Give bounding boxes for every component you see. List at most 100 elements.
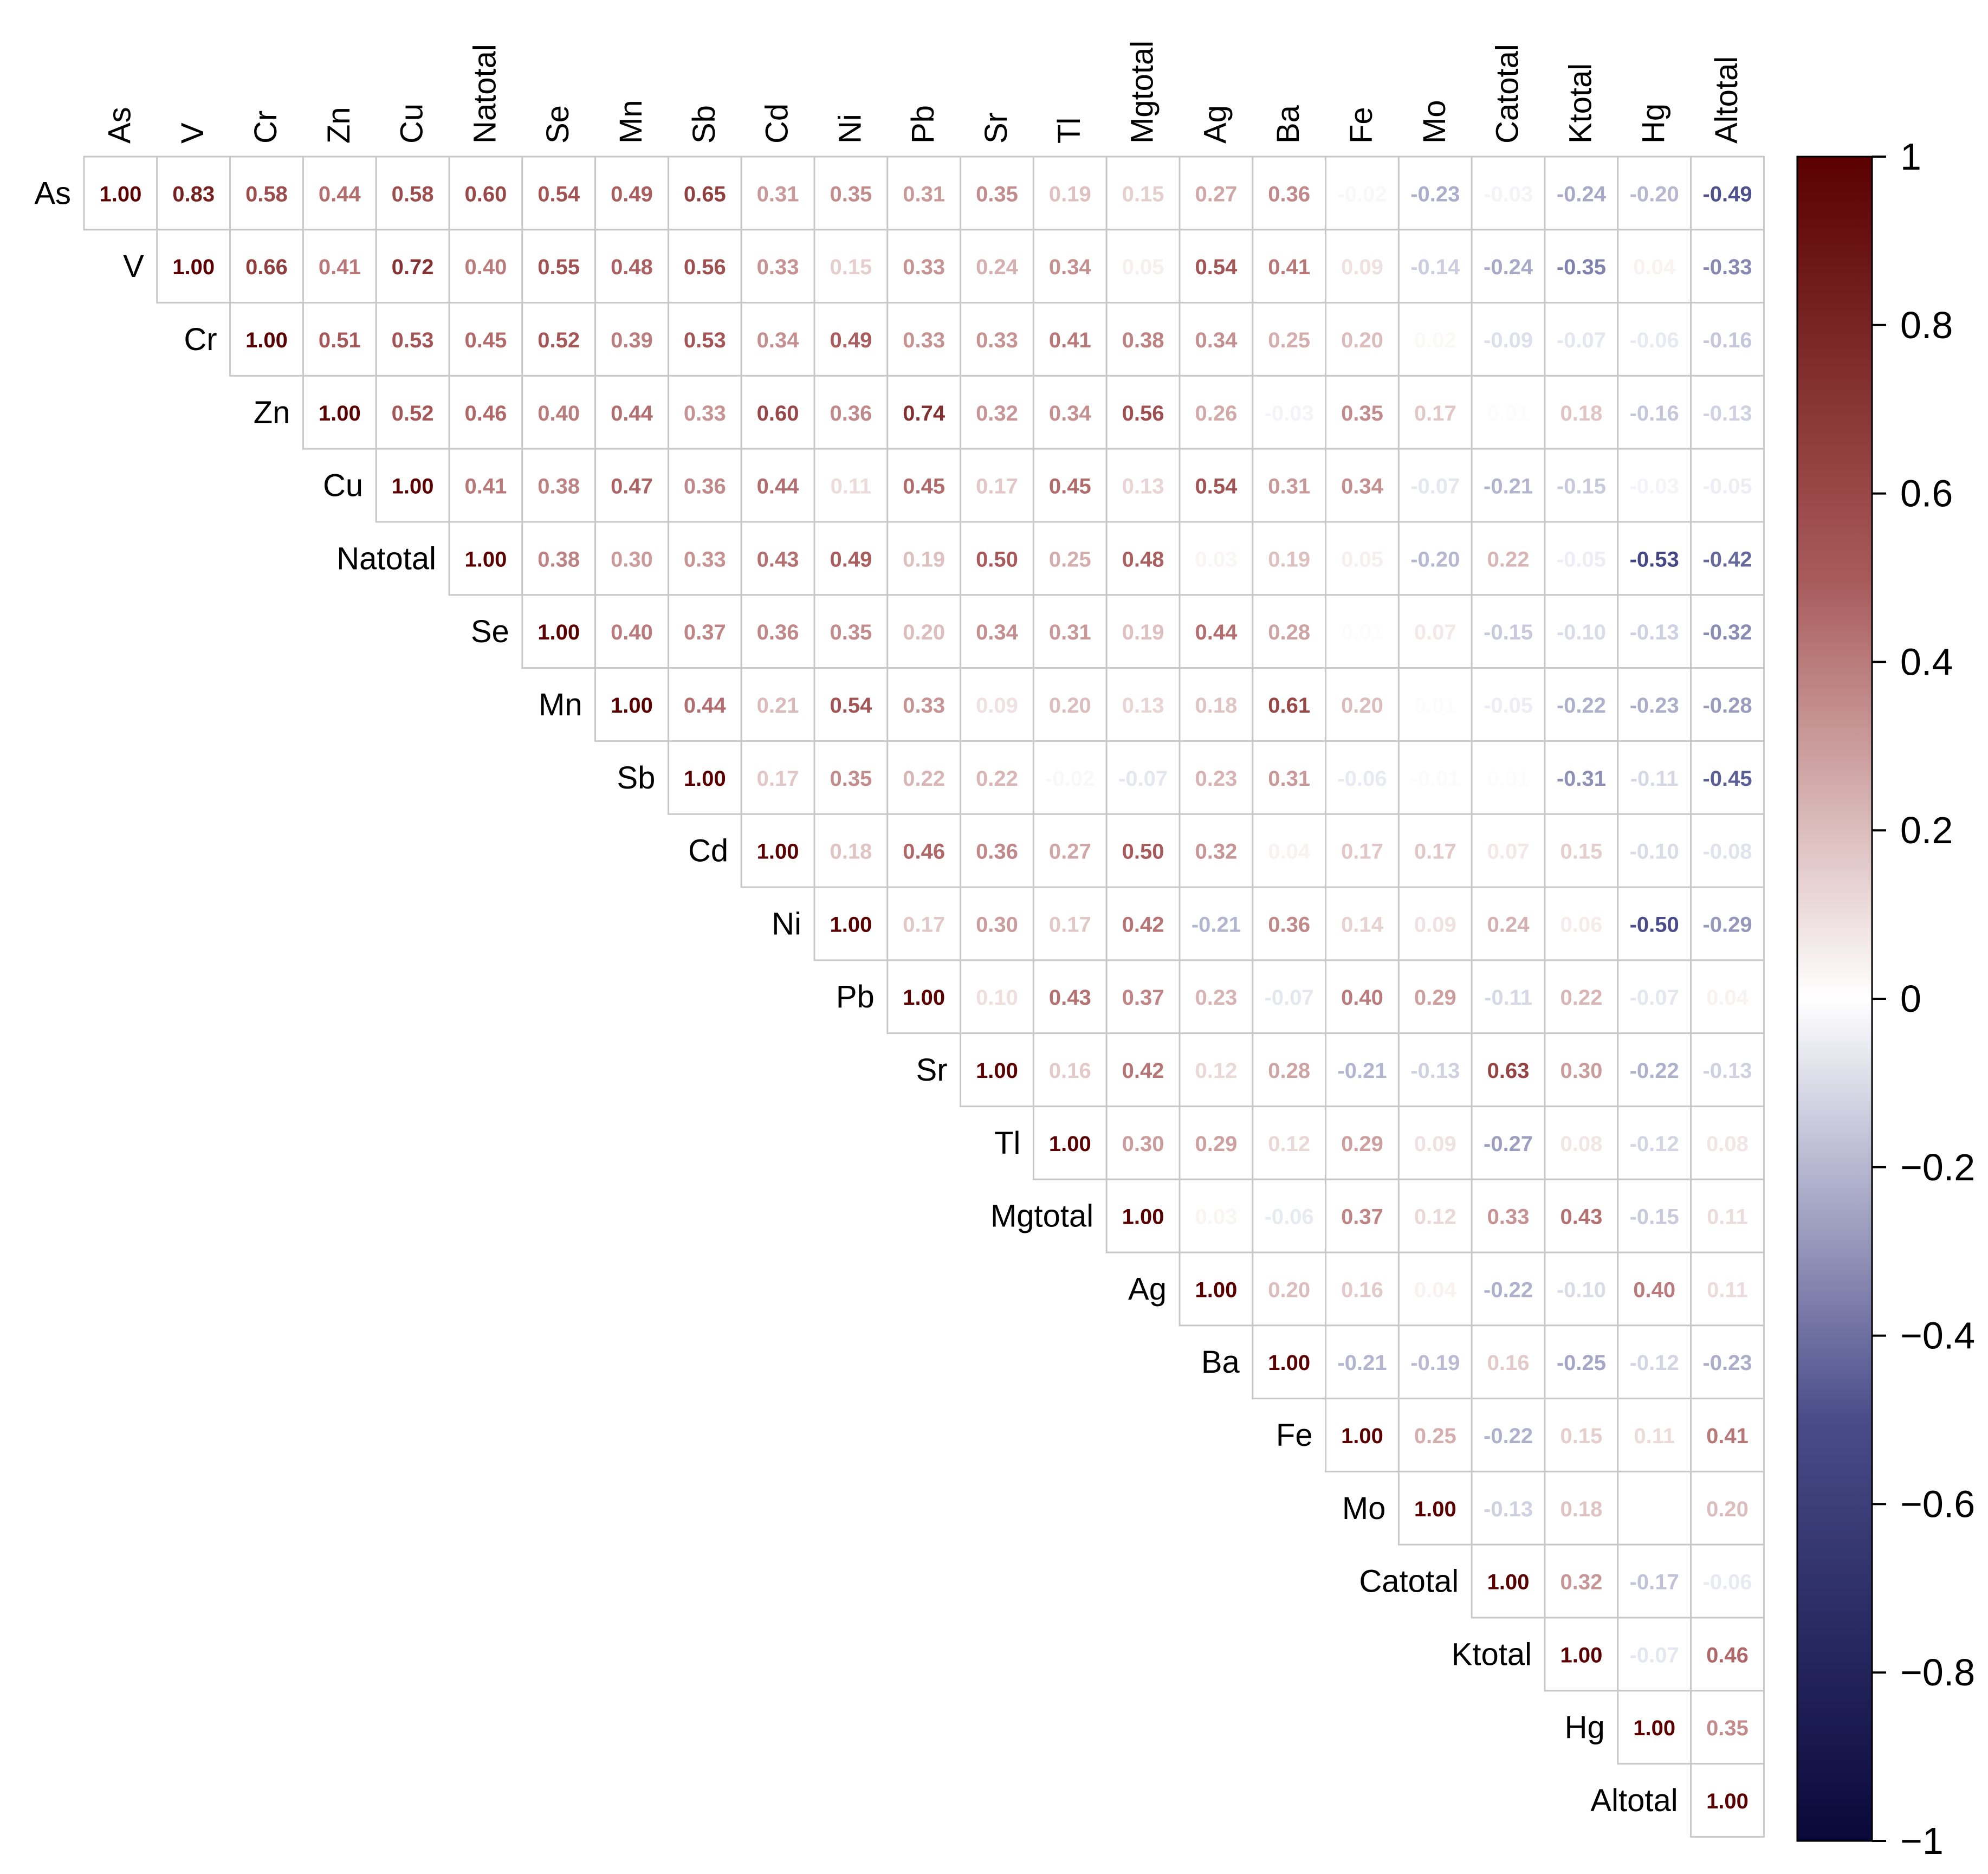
heatmap-cell: [1178, 302, 1254, 377]
cell-value: 0.36: [684, 475, 726, 499]
heatmap-cell: [1252, 594, 1327, 669]
heatmap-cell: [960, 302, 1034, 377]
cell-value: 0.04: [1268, 840, 1311, 864]
cell-value: 0.17: [1341, 840, 1383, 864]
heatmap-cell: [1325, 302, 1400, 377]
cell-value: 0.34: [757, 328, 800, 352]
heatmap-cell: [1690, 959, 1765, 1035]
row-label: As: [34, 176, 71, 211]
cell-value: 0.18: [1560, 1497, 1602, 1521]
cell-value: -0.42: [1702, 547, 1752, 571]
cell-value: 0.35: [830, 767, 872, 791]
cell-value: 1.00: [1487, 1571, 1530, 1594]
cell-value: -0.13: [1630, 621, 1679, 644]
cell-value: 1.00: [1049, 1132, 1091, 1156]
heatmap-cell: [1471, 229, 1546, 304]
cell-value: -0.05: [1484, 694, 1533, 718]
heatmap-cell: [1178, 374, 1254, 450]
cell-value: 0.05: [1341, 547, 1383, 571]
cell-value: 0.29: [1195, 1132, 1237, 1156]
cell-value: 0.03: [1195, 547, 1237, 571]
cell-value: 1.00: [1341, 1424, 1383, 1448]
cell-value: 0.58: [392, 182, 434, 206]
cell-value: 0.11: [1707, 1278, 1748, 1302]
row-label: Natotal: [336, 541, 436, 576]
cells-layer: 1.00 0.83 0.58 0.44 0.58 0.60 0.54 0.49 0.65 0.31…: [83, 156, 1765, 1838]
heatmap-cell: [960, 886, 1034, 961]
column-label: Se: [540, 105, 575, 144]
heatmap-cell: [1105, 959, 1181, 1035]
cell-value: 0.15: [830, 255, 872, 279]
cell-value: 0.27: [1195, 182, 1237, 206]
heatmap-cell: [521, 594, 597, 669]
cell-value: -0.15: [1557, 475, 1606, 499]
cell-value: -0.06: [1630, 328, 1679, 352]
row-label: Ktotal: [1452, 1637, 1532, 1672]
cell-value: 0.56: [684, 255, 726, 279]
cell-value: -0.28: [1702, 694, 1752, 718]
cell-value: 0.36: [976, 840, 1018, 864]
heatmap-cell: [1544, 1032, 1619, 1107]
heatmap-cell: [448, 156, 523, 231]
column-label: Natotal: [467, 44, 502, 144]
heatmap-cell: [960, 374, 1034, 450]
heatmap-cell: [1690, 1763, 1765, 1838]
colorbar: [1796, 156, 1873, 1842]
heatmap-cell: [1178, 521, 1254, 596]
heatmap-cell: [886, 740, 962, 815]
cell-value: 0.40: [1341, 986, 1383, 1010]
cell-value: -0.23: [1410, 182, 1460, 206]
heatmap-cell: [1544, 1398, 1619, 1472]
row-label: Se: [471, 614, 509, 649]
cell-value: 0.49: [830, 547, 872, 571]
heatmap-cell: [1471, 156, 1546, 231]
cell-value: 0.33: [903, 694, 945, 718]
heatmap-cell: [1397, 1105, 1473, 1180]
cell-value: 0.65: [684, 182, 726, 206]
cell-value: 0.01: [1414, 694, 1456, 718]
cell-value: -0.33: [1702, 255, 1752, 279]
cell-value: 0.44: [319, 182, 361, 206]
cell-value: -0.13: [1484, 1497, 1533, 1521]
cell-value: -0.07: [1557, 328, 1606, 352]
cell-value: -0.22: [1630, 1059, 1679, 1083]
cell-value: 0.06: [1560, 913, 1602, 936]
cell-value: 0.18: [830, 840, 872, 864]
heatmap-cell: [1544, 521, 1619, 596]
heatmap-cell: [1617, 521, 1692, 596]
cell-value: 0.55: [538, 255, 580, 279]
cell-value: -0.32: [1702, 621, 1752, 644]
cell-value: -0.45: [1702, 767, 1752, 791]
cell-value: 0.48: [611, 255, 653, 279]
heatmap-cell: [740, 667, 815, 742]
heatmap-cell: [1325, 374, 1400, 450]
cell-value: 0.22: [1560, 986, 1602, 1010]
cell-value: -0.23: [1630, 694, 1679, 718]
heatmap-cell: [1544, 1251, 1619, 1327]
row-label: Sb: [617, 760, 655, 796]
cell-value: 0.04: [1706, 986, 1749, 1010]
row-label: Sr: [916, 1052, 948, 1088]
cell-value: -0.24: [1484, 255, 1533, 279]
cell-value: 0.54: [538, 182, 580, 206]
heatmap-cell: [1252, 156, 1327, 231]
cell-value: -0.06: [1265, 1205, 1314, 1229]
cell-value: 0.33: [1487, 1205, 1530, 1229]
cell-value: 0.29: [1341, 1132, 1383, 1156]
heatmap-cell: [1397, 1398, 1473, 1472]
heatmap-cell: [1690, 1617, 1765, 1692]
heatmap-cell: [1178, 448, 1254, 523]
cell-value: 0.32: [1195, 840, 1237, 864]
heatmap-cell: [1032, 229, 1108, 304]
cell-value: 0.21: [757, 694, 799, 718]
cell-value: 0.18: [1560, 402, 1602, 425]
heatmap-cell: [1325, 448, 1400, 523]
heatmap-cell: [1471, 959, 1546, 1035]
cell-value: 0.39: [611, 328, 653, 352]
column-label: As: [102, 107, 137, 144]
heatmap-cell: [1178, 813, 1254, 888]
heatmap-cell: [1252, 448, 1327, 523]
cell-value: 1.00: [684, 767, 726, 791]
cell-value: 0.34: [1049, 402, 1092, 425]
